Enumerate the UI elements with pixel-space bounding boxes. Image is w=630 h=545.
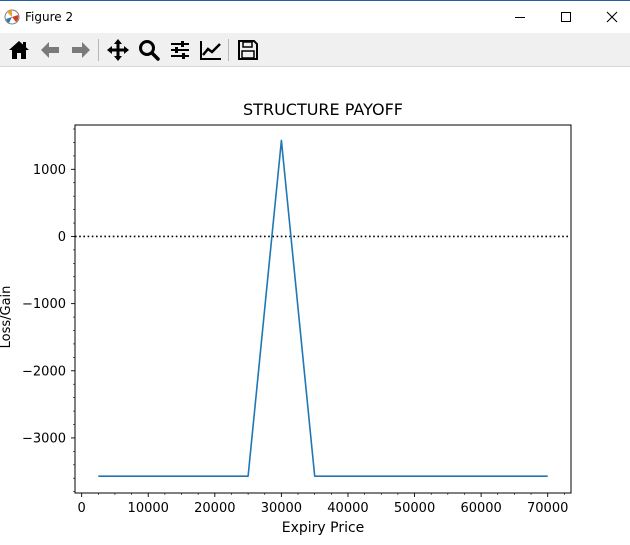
- magnifier-icon: [139, 40, 160, 61]
- arrow-left-icon: [41, 42, 59, 58]
- y-tick-label: −2000: [22, 364, 66, 379]
- sliders-icon: [171, 41, 189, 59]
- x-tick-label: 40000: [327, 501, 368, 516]
- figure-canvas[interactable]: STRUCTURE PAYOFF 0 10000 20000 30000 40000 50…: [0, 67, 630, 545]
- move-icon: [107, 39, 129, 61]
- x-tick-label: 0: [78, 501, 86, 516]
- maximize-icon: [561, 12, 571, 22]
- floppy-disk-icon: [238, 40, 258, 60]
- x-tick-label: 10000: [128, 501, 169, 516]
- series-line-0: [98, 139, 548, 478]
- pan-button[interactable]: [105, 37, 131, 63]
- configure-subplots-button[interactable]: [167, 37, 193, 63]
- plot-area: STRUCTURE PAYOFF 0 10000 20000 30000 40000 50…: [0, 100, 572, 536]
- navigation-toolbar: [0, 33, 630, 67]
- back-button[interactable]: [37, 37, 63, 63]
- x-tick-label: 30000: [261, 501, 302, 516]
- y-tick-label: −1000: [22, 297, 66, 312]
- save-button[interactable]: [235, 37, 261, 63]
- y-tick-label: −3000: [22, 431, 66, 446]
- matplotlib-app-icon: [4, 9, 20, 25]
- window-title: Figure 2: [25, 10, 74, 24]
- x-tick-label: 70000: [527, 501, 568, 516]
- maximize-button[interactable]: [543, 1, 589, 33]
- window-titlebar: Figure 2: [0, 0, 630, 33]
- arrow-right-icon: [72, 42, 90, 58]
- home-button[interactable]: [6, 37, 32, 63]
- x-axis-label: Expiry Price: [282, 520, 365, 536]
- minimize-button[interactable]: [497, 1, 543, 33]
- forward-button[interactable]: [68, 37, 94, 63]
- x-tick-label: 20000: [194, 501, 235, 516]
- edit-axis-button[interactable]: [198, 37, 224, 63]
- x-tick-label: 60000: [460, 501, 501, 516]
- minimize-icon: [515, 17, 525, 18]
- y-tick-label: 1000: [33, 163, 66, 178]
- axes-frame: [74, 124, 572, 494]
- close-button[interactable]: [589, 1, 630, 33]
- line-chart-icon: [200, 41, 221, 60]
- zoom-button[interactable]: [136, 37, 162, 63]
- close-icon: [606, 11, 618, 23]
- y-axis-label: Loss/Gain: [0, 286, 14, 349]
- toolbar-separator: [228, 39, 229, 61]
- chart-title: STRUCTURE PAYOFF: [243, 100, 403, 119]
- x-tick-label: 50000: [394, 501, 435, 516]
- toolbar-separator: [98, 39, 99, 61]
- home-icon: [9, 41, 29, 59]
- y-tick-label: 0: [58, 230, 66, 245]
